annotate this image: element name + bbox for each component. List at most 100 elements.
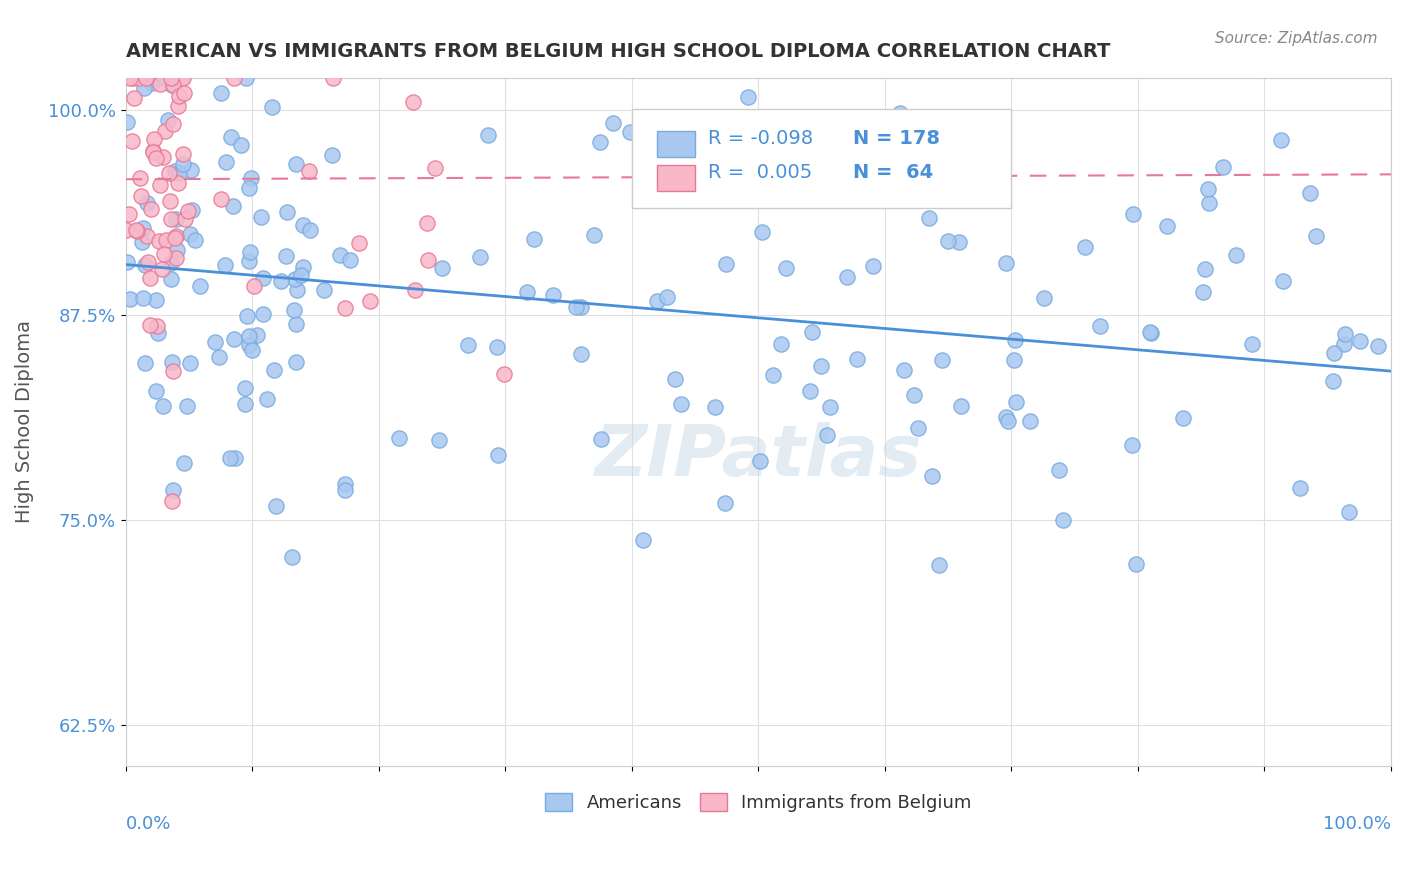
Point	[263, 362, 285, 376]
Point	[169, 89, 191, 103]
Point	[249, 210, 271, 224]
Point	[936, 235, 959, 249]
Point	[179, 356, 201, 370]
Point	[602, 116, 624, 130]
Point	[172, 157, 194, 171]
Point	[172, 70, 194, 85]
Point	[238, 254, 260, 268]
Point	[159, 70, 181, 85]
Point	[121, 135, 143, 149]
Point	[162, 364, 184, 378]
Point	[799, 384, 821, 398]
Point	[894, 191, 917, 205]
Point	[347, 236, 370, 251]
Point	[219, 130, 242, 145]
Point	[184, 233, 207, 247]
Point	[1088, 319, 1111, 334]
Point	[565, 300, 588, 314]
Point	[1299, 186, 1322, 200]
Point	[162, 483, 184, 497]
Point	[1156, 219, 1178, 233]
Point	[218, 450, 240, 465]
Point	[173, 212, 195, 227]
Point	[893, 363, 915, 377]
Point	[477, 128, 499, 143]
Point	[862, 259, 884, 273]
Point	[120, 293, 142, 307]
Point	[907, 421, 929, 435]
Point	[1052, 513, 1074, 527]
Point	[145, 151, 167, 165]
Point	[787, 182, 810, 196]
Point	[238, 181, 260, 195]
Point	[180, 163, 202, 178]
Point	[150, 262, 173, 277]
Point	[1212, 160, 1234, 174]
Point	[141, 76, 163, 90]
Point	[128, 70, 150, 85]
Point	[131, 235, 153, 249]
Point	[266, 499, 288, 513]
Point	[401, 95, 423, 110]
Point	[235, 70, 257, 85]
Text: Source: ZipAtlas.com: Source: ZipAtlas.com	[1215, 31, 1378, 46]
Point	[180, 203, 202, 218]
Point	[1225, 248, 1247, 262]
Point	[645, 294, 668, 309]
FancyBboxPatch shape	[631, 109, 1011, 209]
Point	[188, 279, 211, 293]
Point	[208, 351, 231, 365]
Point	[1240, 337, 1263, 351]
Point	[543, 288, 565, 302]
Point	[1033, 291, 1056, 305]
Point	[1270, 133, 1292, 147]
Text: 0.0%: 0.0%	[125, 814, 172, 832]
Point	[457, 338, 479, 352]
Point	[114, 223, 136, 237]
Point	[159, 194, 181, 209]
Point	[122, 70, 145, 85]
Point	[846, 352, 869, 367]
Point	[167, 166, 190, 180]
Point	[153, 70, 176, 85]
Point	[1198, 195, 1220, 210]
Point	[818, 400, 841, 414]
Point	[388, 431, 411, 445]
Y-axis label: High School Diploma: High School Diploma	[15, 320, 34, 524]
Point	[889, 106, 911, 120]
Point	[1121, 438, 1143, 452]
Point	[146, 319, 169, 334]
Point	[160, 355, 183, 369]
Point	[157, 166, 180, 180]
Point	[494, 367, 516, 381]
Point	[921, 469, 943, 483]
Point	[179, 227, 201, 242]
Point	[242, 279, 264, 293]
Point	[995, 410, 1018, 425]
Point	[224, 451, 246, 466]
Point	[1272, 274, 1295, 288]
Point	[1323, 345, 1346, 359]
Point	[160, 212, 183, 227]
Point	[204, 334, 226, 349]
Point	[664, 372, 686, 386]
Point	[118, 70, 141, 85]
Point	[155, 233, 177, 247]
Point	[1002, 353, 1025, 368]
Point	[1194, 262, 1216, 277]
Point	[425, 161, 447, 176]
Point	[252, 271, 274, 285]
Text: 100.0%: 100.0%	[1323, 814, 1391, 832]
Point	[751, 225, 773, 239]
Point	[333, 476, 356, 491]
Point	[152, 150, 174, 164]
Point	[173, 456, 195, 470]
Point	[810, 359, 832, 373]
Point	[160, 256, 183, 270]
Text: ZIPatlas: ZIPatlas	[595, 422, 922, 491]
Point	[222, 332, 245, 346]
Point	[768, 181, 790, 195]
Point	[127, 224, 149, 238]
Point	[468, 250, 491, 264]
Point	[224, 70, 246, 85]
